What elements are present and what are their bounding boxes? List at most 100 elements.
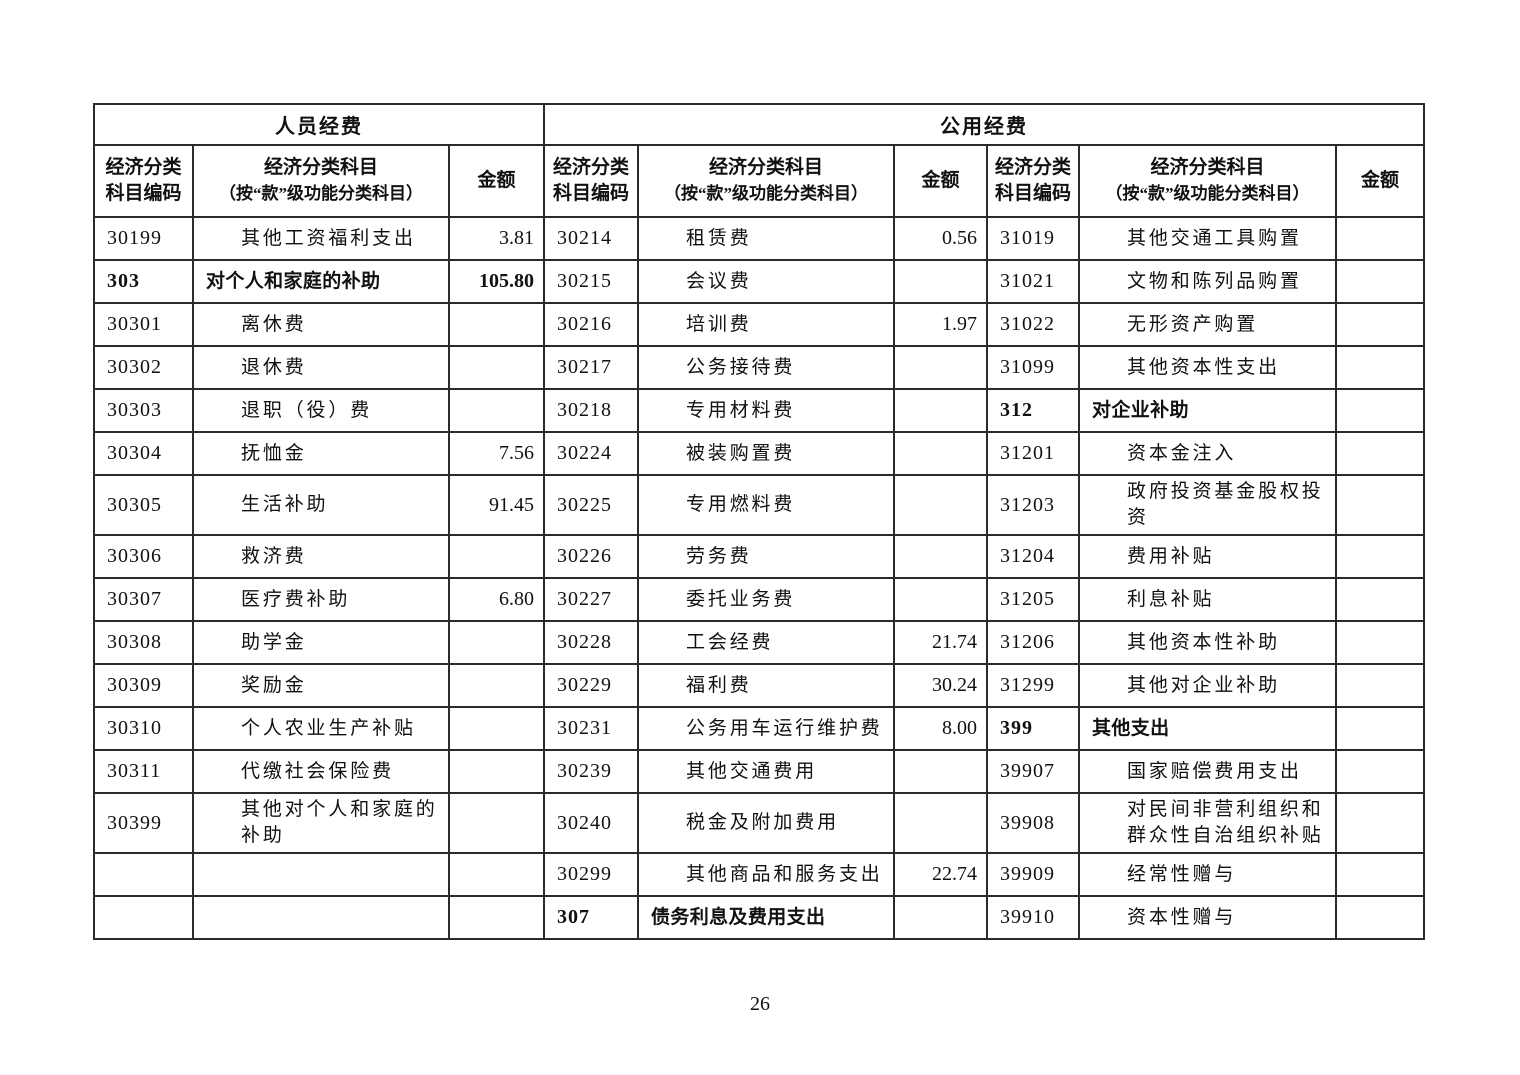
amount-cell [448, 852, 545, 897]
amount-cell: 3.81 [448, 216, 545, 261]
table-row: 30307 医疗费补助 6.80 30227 委托业务费 31205 利息补贴 [93, 577, 1425, 622]
amount-header: 金额 [893, 144, 988, 218]
amount-cell: 6.80 [448, 577, 545, 622]
amount-cell [448, 706, 545, 751]
code-cell: 30228 [543, 620, 639, 665]
subject-cell: 对民间非营利组织和群众性自治组织补贴 [1078, 792, 1337, 854]
code-cell: 30215 [543, 259, 639, 304]
subject-cell: 工会经费 [637, 620, 895, 665]
subject-cell: 对企业补助 [1078, 388, 1337, 433]
subject-cell: 专用材料费 [637, 388, 895, 433]
subject-cell [192, 895, 450, 940]
code-cell: 31019 [986, 216, 1080, 261]
table-row: 30399 其他对个人和家庭的补助 30240 税金及附加费用 39908 对民间非营利组… [93, 792, 1425, 854]
table-row: 30303 退职（役）费 30218 专用材料费 312 对企业补助 [93, 388, 1425, 433]
table-row: 303 对个人和家庭的补助 105.80 30215 会议费 31021 文物和陈列品购置 [93, 259, 1425, 304]
amount-cell [1335, 749, 1425, 794]
subject-cell: 专用燃料费 [637, 474, 895, 536]
amount-cell [1335, 302, 1425, 347]
code-cell: 30304 [93, 431, 194, 476]
subject-cell: 经常性赠与 [1078, 852, 1337, 897]
code-cell: 39909 [986, 852, 1080, 897]
amount-header: 金额 [1335, 144, 1425, 218]
subject-cell: 文物和陈列品购置 [1078, 259, 1337, 304]
amount-cell [1335, 431, 1425, 476]
subject-header-line2: （按“款”级功能分类科目） [1105, 184, 1310, 203]
code-cell: 30216 [543, 302, 639, 347]
amount-cell [1335, 895, 1425, 940]
code-cell [93, 895, 194, 940]
subject-header: 经济分类科目 （按“款”级功能分类科目） [192, 144, 450, 218]
amount-cell [1335, 706, 1425, 751]
subject-cell: 公务接待费 [637, 345, 895, 390]
code-cell: 31021 [986, 259, 1080, 304]
code-cell: 31205 [986, 577, 1080, 622]
amount-cell: 22.74 [893, 852, 988, 897]
code-cell: 39910 [986, 895, 1080, 940]
subject-header-line1: 经济分类科目 [708, 157, 823, 178]
amount-header-label: 金额 [921, 170, 960, 191]
code-cell: 30199 [93, 216, 194, 261]
subject-cell: 债务利息及费用支出 [637, 895, 895, 940]
subject-cell: 奖励金 [192, 663, 450, 708]
code-cell: 312 [986, 388, 1080, 433]
subject-cell [192, 852, 450, 897]
code-cell: 31099 [986, 345, 1080, 390]
code-header-line2: 科目编码 [552, 183, 629, 204]
subject-cell: 委托业务费 [637, 577, 895, 622]
amount-cell [893, 895, 988, 940]
subject-cell: 其他对企业补助 [1078, 663, 1337, 708]
amount-cell: 8.00 [893, 706, 988, 751]
code-cell: 30217 [543, 345, 639, 390]
code-cell: 31203 [986, 474, 1080, 536]
subject-header-line1: 经济分类科目 [1150, 157, 1265, 178]
subject-header: 经济分类科目 （按“款”级功能分类科目） [637, 144, 895, 218]
table-row: 30306 救济费 30226 劳务费 31204 费用补贴 [93, 534, 1425, 579]
subject-cell: 对个人和家庭的补助 [192, 259, 450, 304]
subject-cell: 其他对个人和家庭的补助 [192, 792, 450, 854]
subject-cell: 公务用车运行维护费 [637, 706, 895, 751]
code-cell: 30239 [543, 749, 639, 794]
amount-cell: 1.97 [893, 302, 988, 347]
subject-cell: 个人农业生产补贴 [192, 706, 450, 751]
code-header: 经济分类 科目编码 [93, 144, 194, 218]
table-row: 307 债务利息及费用支出 39910 资本性赠与 [93, 895, 1425, 940]
code-cell: 30231 [543, 706, 639, 751]
subject-cell: 资本性赠与 [1078, 895, 1337, 940]
amount-cell: 30.24 [893, 663, 988, 708]
amount-cell [893, 259, 988, 304]
budget-table: 人员经费 公用经费 经济分类 科目编码 经济分类科目 （按“款”级功能分类科目）… [93, 103, 1425, 940]
subject-cell: 培训费 [637, 302, 895, 347]
code-cell: 39908 [986, 792, 1080, 854]
code-cell: 30306 [93, 534, 194, 579]
subject-cell: 抚恤金 [192, 431, 450, 476]
amount-cell: 21.74 [893, 620, 988, 665]
subject-cell: 税金及附加费用 [637, 792, 895, 854]
code-cell: 399 [986, 706, 1080, 751]
group-header-public: 公用经费 [543, 103, 1425, 146]
table-row: 30309 奖励金 30229 福利费 30.24 31299 其他对企业补助 [93, 663, 1425, 708]
code-cell: 30311 [93, 749, 194, 794]
group-header-row: 人员经费 公用经费 [93, 103, 1425, 146]
amount-cell [1335, 259, 1425, 304]
table-row: 30305 生活补助 91.45 30225 专用燃料费 31203 政府投资基金股权投资 [93, 474, 1425, 536]
code-cell: 30309 [93, 663, 194, 708]
code-cell: 31299 [986, 663, 1080, 708]
code-cell: 30301 [93, 302, 194, 347]
column-header-row: 经济分类 科目编码 经济分类科目 （按“款”级功能分类科目） 金额 经济分类 科… [93, 144, 1425, 218]
code-cell: 30218 [543, 388, 639, 433]
code-header-line1: 经济分类 [994, 157, 1071, 178]
group-header-personnel: 人员经费 [93, 103, 545, 146]
code-header: 经济分类 科目编码 [543, 144, 639, 218]
code-cell: 39907 [986, 749, 1080, 794]
subject-cell: 国家赔偿费用支出 [1078, 749, 1337, 794]
subject-cell: 利息补贴 [1078, 577, 1337, 622]
code-cell: 30302 [93, 345, 194, 390]
amount-cell [1335, 792, 1425, 854]
code-cell: 30299 [543, 852, 639, 897]
code-cell: 30310 [93, 706, 194, 751]
table-row: 30299 其他商品和服务支出 22.74 39909 经常性赠与 [93, 852, 1425, 897]
subject-cell: 资本金注入 [1078, 431, 1337, 476]
subject-cell: 其他交通费用 [637, 749, 895, 794]
